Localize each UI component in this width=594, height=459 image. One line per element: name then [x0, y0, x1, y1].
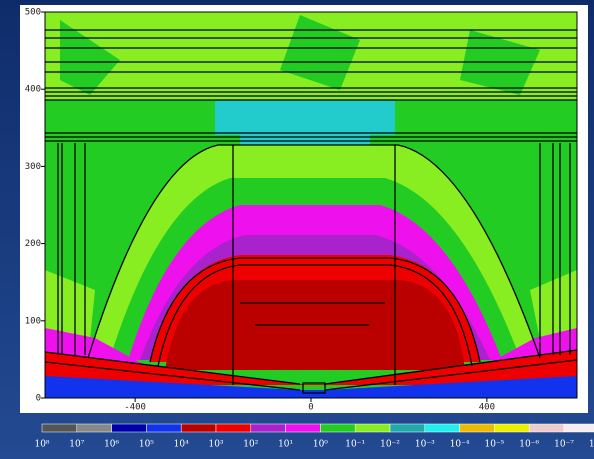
colorbar-label: 10⁻⁸	[589, 440, 594, 450]
y-tick-label: 400	[25, 85, 41, 95]
y-tick-label: 200	[25, 239, 41, 249]
x-tick-label: -400	[124, 403, 146, 413]
colorbar-segment	[146, 423, 182, 433]
colorbar-label: 10¹	[278, 440, 293, 450]
colorbar-label: 10⁻⁷	[554, 440, 574, 450]
colorbar-label: 10⁻⁴	[450, 440, 470, 450]
colorbar: 10⁸ 10⁷ 10⁶ 10⁵ 10⁴ 10³ 10² 10¹ 10⁰ 10⁻¹ 10⁻² 10⁻³ 1…	[34, 423, 594, 450]
colorbar-segment	[563, 423, 594, 433]
geometry-lines	[45, 29, 577, 394]
colorbar-segment	[111, 423, 147, 433]
y-tick-label: 300	[25, 162, 41, 172]
colorbar-label: 10³	[208, 440, 223, 450]
colorbar-segment	[494, 423, 530, 433]
colorbar-label: 10⁷	[69, 440, 84, 450]
mesh-field	[45, 12, 577, 398]
colorbar-segment	[41, 423, 78, 433]
y-tick-label: 100	[25, 316, 41, 326]
colorbar-segment	[354, 423, 391, 433]
colorbar-segment	[285, 423, 321, 433]
field-cyan	[215, 100, 395, 135]
colorbar-segment	[76, 423, 112, 433]
axes: 0 100 200 300 400 500 -400 0 400	[25, 8, 495, 413]
colorbar-label: 10⁶	[104, 440, 119, 450]
field-blue	[45, 376, 577, 398]
x-tick-label: 0	[308, 403, 313, 413]
colorbar-segment	[320, 423, 356, 433]
colorbar-label: 10⁸	[34, 440, 49, 450]
colorbar-label: 10⁰	[313, 440, 328, 450]
x-tick-label: 400	[479, 403, 495, 413]
colorbar-label: 10⁻⁶	[519, 440, 539, 450]
colorbar-segment	[215, 423, 252, 433]
colorbar-segment	[459, 423, 495, 433]
colorbar-label: 10⁻²	[380, 440, 400, 450]
colorbar-segment	[424, 423, 460, 433]
y-tick-label: 500	[25, 8, 41, 18]
y-tick-label: 0	[36, 394, 41, 404]
colorbar-segment	[528, 423, 565, 433]
field-green-patch	[60, 15, 540, 95]
colorbar-label: 10⁴	[174, 440, 189, 450]
colorbar-label: 10⁻³	[415, 440, 435, 450]
colorbar-segment	[389, 423, 426, 433]
colorbar-segment	[250, 423, 286, 433]
colorbar-label: 10⁻⁵	[484, 440, 504, 450]
colorbar-label: 10⁵	[139, 440, 154, 450]
colorbar-segment	[180, 423, 217, 433]
colorbar-label: 10⁻¹	[345, 440, 365, 450]
colorbar-label: 10²	[243, 440, 258, 450]
